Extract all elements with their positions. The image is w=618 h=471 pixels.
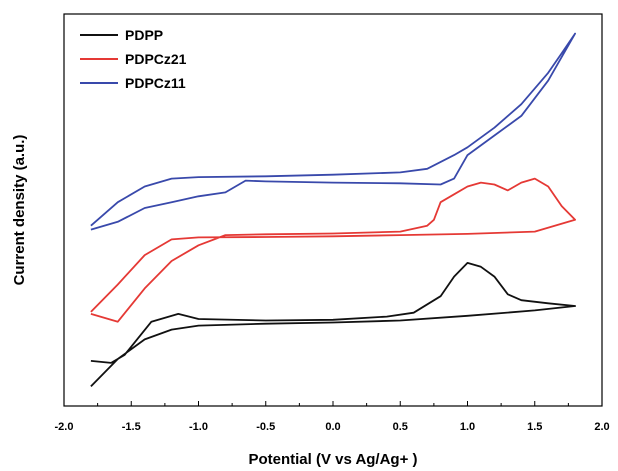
series-line-pdpcz11 <box>90 32 576 231</box>
legend-label-pdpp: PDPP <box>125 27 163 43</box>
legend-label-pdpcz21: PDPCz21 <box>125 51 187 67</box>
y-axis-title: Current density (a.u.) <box>11 135 28 286</box>
x-tick-label: 1.0 <box>460 421 475 433</box>
x-tick-label: 1.5 <box>527 421 542 433</box>
series-line-pdpcz21 <box>90 177 576 323</box>
x-tick-label: -1.5 <box>122 421 141 433</box>
legend: PDPP PDPCz21 PDPCz11 <box>80 27 187 91</box>
plot-frame <box>63 13 603 407</box>
x-tick-label: 0.0 <box>325 421 340 433</box>
x-tick-label: -0.5 <box>256 421 275 433</box>
x-tick-label: 0.5 <box>393 421 408 433</box>
legend-label-pdpcz11: PDPCz11 <box>125 75 186 91</box>
x-axis-title: Potential (V vs Ag/Ag+ ) <box>248 451 417 468</box>
series-line-pdpp <box>90 262 576 388</box>
x-tick-label: 2.0 <box>594 421 609 433</box>
x-tick-label: -2.0 <box>55 421 74 433</box>
x-tick-label: -1.0 <box>189 421 208 433</box>
series-layer <box>90 32 576 388</box>
x-axis-ticks: -2.0 -1.5 -1.0 -0.5 0.0 0.5 1.0 1.5 2.0 <box>55 401 610 433</box>
